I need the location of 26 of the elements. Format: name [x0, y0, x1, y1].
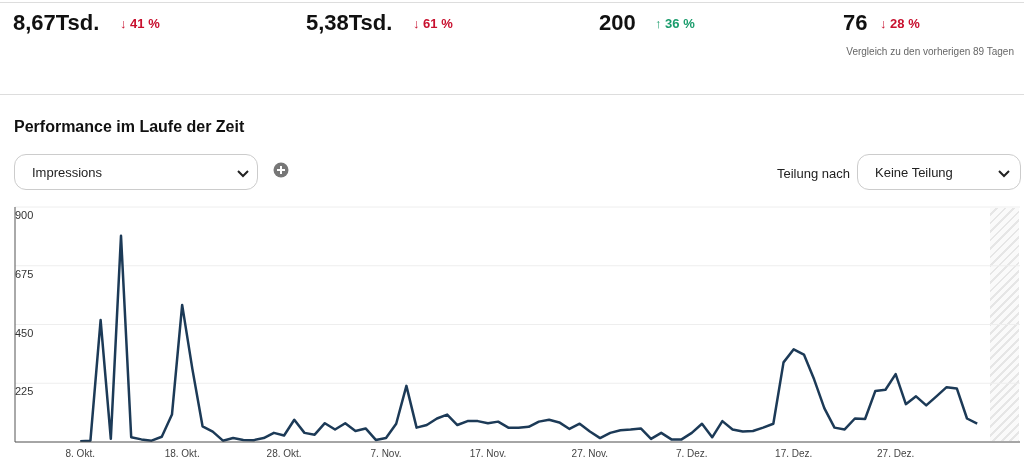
text: ↓ 61 %	[413, 16, 453, 31]
x-tick-label: 17. Nov.	[469, 448, 507, 460]
text: ↓ 28 %	[880, 16, 920, 31]
text: Keine Teilung	[875, 165, 953, 180]
text: 5,38Tsd.	[306, 10, 393, 36]
x-tick-label: 27. Nov.	[571, 448, 609, 460]
y-tick-label: 675	[15, 267, 34, 280]
text: Vergleich zu den vorherigen 89 Tagen	[846, 46, 1014, 57]
text: 200	[599, 10, 636, 36]
y-tick-label: 450	[15, 326, 34, 339]
x-tick-label: 7. Nov.	[370, 448, 402, 460]
text: ↑ 36 %	[655, 16, 695, 31]
x-tick-label: 17. Dez.	[775, 448, 813, 460]
text: 76	[843, 10, 868, 36]
x-tick-label: 7. Dez.	[675, 448, 708, 460]
x-tick-label: 8. Okt.	[65, 448, 95, 460]
y-tick-label: 225	[15, 385, 34, 398]
chart-title: Performance im Laufe der Zeit	[14, 118, 245, 136]
text: Teilung nach	[777, 166, 850, 181]
x-tick-label: 27. Dez.	[877, 448, 915, 460]
x-tick-label: 28. Okt.	[266, 448, 302, 460]
text: 8,67Tsd.	[13, 10, 100, 36]
text: ↓ 41 %	[120, 16, 160, 31]
y-tick-label: 900	[15, 209, 34, 221]
x-tick-label: 18. Okt.	[164, 448, 200, 460]
text: Impressions	[32, 165, 103, 180]
